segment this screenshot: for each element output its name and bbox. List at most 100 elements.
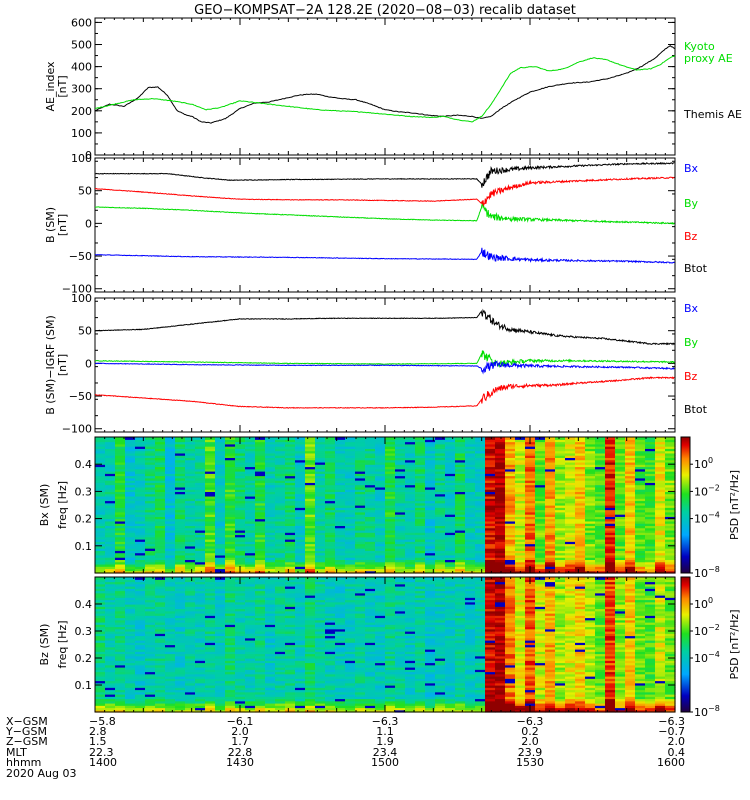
spectrogram-cell (225, 680, 236, 684)
spectrogram-cell (405, 525, 416, 529)
spectrogram-cell (165, 446, 176, 449)
spectrogram-cell (265, 568, 276, 572)
spectrogram-cell (595, 450, 606, 454)
spectrogram-cell (205, 539, 216, 542)
spectrogram-cell (245, 486, 256, 490)
spectrogram-cell (415, 532, 426, 536)
spectrogram-cell (275, 459, 286, 463)
spectrogram-cell (255, 566, 266, 570)
spectrogram-cell (225, 649, 236, 652)
spectrogram-cell (115, 477, 126, 481)
spectrogram-cell (135, 655, 146, 659)
spectrogram-cell (225, 539, 236, 542)
spectrogram-cell (315, 557, 326, 560)
spectrogram-cell (495, 505, 506, 508)
spectrogram-cell (215, 459, 226, 463)
spectrogram-cell (465, 443, 476, 447)
spectrogram-cell (325, 450, 336, 454)
spectrogram-cell (275, 484, 286, 488)
spectrogram-cell (195, 604, 206, 607)
spectrogram-cell (115, 493, 126, 497)
spectrogram-cell (435, 473, 446, 477)
spectrogram-cell (305, 491, 316, 495)
spectrogram-cell (415, 529, 426, 533)
spectrogram-cell (565, 541, 576, 545)
spectrogram-cell (385, 541, 396, 545)
spectrogram-cell (185, 651, 196, 655)
spectrogram-cell (145, 532, 156, 536)
spectrogram-cell (185, 707, 196, 711)
spectrogram-cell (125, 707, 136, 711)
spectrogram-cell (635, 520, 646, 524)
spectrogram-cell (535, 493, 546, 497)
spectrogram-cell (655, 437, 666, 440)
spectrogram-cell (105, 532, 116, 536)
spectrogram-cell (595, 514, 606, 517)
spectrogram-cell (205, 588, 216, 592)
spectrogram-cell (105, 525, 116, 529)
spectrogram-cell (545, 502, 556, 506)
spectrogram-cell (135, 475, 146, 479)
spectrogram-cell (225, 698, 236, 702)
spectrogram-cell (235, 561, 246, 565)
spectrogram-cell (195, 464, 206, 468)
spectrogram-cell (145, 552, 156, 556)
spectrogram-cell (115, 514, 126, 517)
spectrogram-cell (555, 459, 566, 463)
spectrogram-cell (315, 450, 326, 454)
spectrogram-cell (185, 455, 196, 458)
spectrogram-cell (395, 489, 406, 492)
spectrogram-cell (485, 568, 496, 572)
spectrogram-cell (525, 461, 536, 465)
spectrogram-cell (125, 588, 136, 592)
spectrogram-cell (565, 475, 576, 479)
y-tick-label: 200 (71, 105, 92, 118)
spectrogram-cell (605, 455, 616, 458)
spectrogram-cell (235, 448, 246, 452)
spectrogram-cell (435, 548, 446, 551)
spectrogram-cell (215, 450, 226, 454)
spectrogram-cell (425, 475, 436, 479)
spectrogram-cell (625, 468, 636, 472)
spectrogram-cell (395, 461, 406, 465)
spectrogram-cell (475, 466, 486, 470)
spectrogram-cell (395, 473, 406, 477)
spectrogram-cell (95, 509, 106, 513)
spectrogram-cell (225, 590, 236, 594)
spectrogram-cell (145, 604, 156, 607)
spectrogram-cell (385, 480, 396, 483)
spectrogram-cell (515, 448, 526, 452)
spectrogram-cell (125, 525, 136, 529)
spectrogram-cell (445, 437, 456, 440)
spectrogram-cell (175, 473, 186, 477)
spectrogram-cell (555, 484, 566, 488)
spectrogram-cell (445, 482, 456, 486)
spectrogram-cell (375, 452, 386, 456)
spectrogram-cell (475, 511, 486, 515)
spectrogram-cell (585, 529, 596, 533)
spectrogram-cell (455, 541, 466, 545)
spectrogram-cell (635, 464, 646, 468)
spectrogram-cell (255, 475, 266, 479)
spectrogram-cell (195, 455, 206, 458)
spectrogram-cell (375, 459, 386, 463)
spectrogram-cell (285, 523, 296, 526)
spectrogram-cell (205, 527, 216, 531)
spectrogram-cell (375, 566, 386, 570)
spectrogram-cell (365, 486, 376, 490)
spectrogram-cell (195, 671, 206, 675)
spectrogram-cell (655, 450, 666, 454)
spectrogram-cell (445, 518, 456, 522)
spectrogram-cell (575, 437, 586, 440)
spectrogram-cell (405, 539, 416, 542)
spectrogram-cell (185, 597, 196, 601)
spectrogram-cell (625, 448, 636, 452)
spectrogram-cell (625, 554, 636, 558)
spectrogram-cell (635, 461, 646, 465)
spectrogram-cell (635, 552, 646, 556)
spectrogram-cell (485, 457, 496, 461)
spectrogram-cell (575, 493, 586, 497)
spectrogram-cell (155, 473, 166, 477)
spectrogram-cell (605, 550, 616, 554)
spectrogram-cell (405, 498, 416, 502)
